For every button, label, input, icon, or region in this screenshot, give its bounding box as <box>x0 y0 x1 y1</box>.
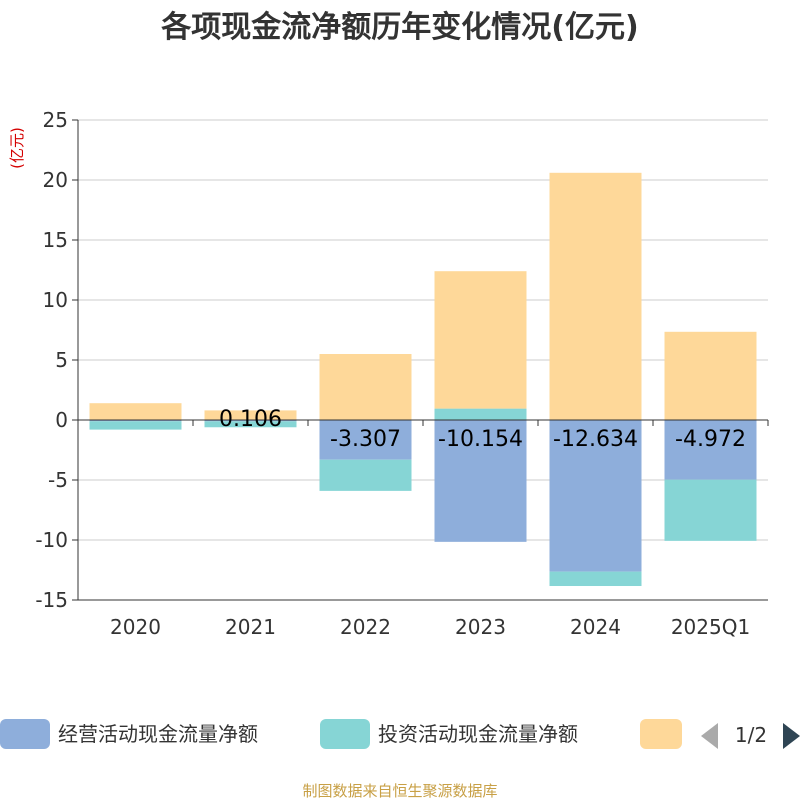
legend-prev-page-icon[interactable] <box>701 723 718 749</box>
grid <box>78 119 768 601</box>
data-label: -10.154 <box>438 427 523 452</box>
y-tick-label: 20 <box>43 168 68 192</box>
bar-segment <box>204 420 297 422</box>
y-tick-label: 25 <box>43 108 68 132</box>
data-label: -12.634 <box>553 427 638 452</box>
y-tick-label: 5 <box>55 348 68 372</box>
bar-segment <box>549 571 642 587</box>
data-label: -4.972 <box>675 427 746 452</box>
bar-segment <box>89 421 182 430</box>
bar-segment <box>89 420 182 422</box>
bar-segment <box>89 403 182 420</box>
bar-segment <box>549 172 642 420</box>
bar-segment <box>319 354 412 420</box>
legend: 经营活动现金流量净额 投资活动现金流量净额 1/2 <box>0 719 800 749</box>
y-tick-label: 0 <box>55 408 68 432</box>
x-tick-label: 2024 <box>570 615 621 639</box>
bar-segment <box>434 271 527 409</box>
y-unit-label: (亿元) <box>8 127 26 169</box>
x-tick-label: 2020 <box>110 615 161 639</box>
data-label: -3.307 <box>330 427 401 452</box>
data-label: 0.106 <box>219 407 282 432</box>
x-tick-label: 2023 <box>455 615 506 639</box>
bar-segment <box>319 459 412 491</box>
bar-segment <box>204 410 297 420</box>
bar-segment <box>434 420 527 542</box>
data-labels: -3.307 -10.154 -12.634 -4.972 0.106 <box>219 407 746 452</box>
legend-swatch-investing[interactable] <box>320 719 370 749</box>
x-tick-label: 2022 <box>340 615 391 639</box>
legend-page-indicator: 1/2 <box>735 723 767 747</box>
bar-segment <box>319 420 412 460</box>
chart-title: 各项现金流净额历年变化情况(亿元) <box>160 10 638 45</box>
bar-segment <box>204 421 297 428</box>
bar-segment <box>549 420 642 572</box>
data-source: 制图数据来自恒生聚源数据库 <box>302 782 497 800</box>
legend-next-page-icon[interactable] <box>783 723 800 749</box>
y-tick-label: -5 <box>48 468 68 492</box>
bar-segment <box>664 331 757 420</box>
y-tick-label: 15 <box>43 228 68 252</box>
legend-swatch-financing[interactable] <box>640 719 682 749</box>
legend-label-investing[interactable]: 投资活动现金流量净额 <box>378 722 578 746</box>
x-tick-label: 2025Q1 <box>671 615 750 639</box>
y-tick-label: -15 <box>35 588 68 612</box>
bar-segment <box>664 420 757 480</box>
x-tick-label: 2021 <box>225 615 276 639</box>
y-tick-label: 10 <box>43 288 68 312</box>
legend-label-operating[interactable]: 经营活动现金流量净额 <box>58 722 258 746</box>
bars <box>89 172 757 587</box>
y-tick-label: -10 <box>35 528 68 552</box>
bar-segment <box>434 408 527 420</box>
axes: 25 20 15 10 5 0 -5 -10 -15 2020 2021 2022 2023 2024 20… <box>35 108 769 639</box>
legend-swatch-operating[interactable] <box>0 719 50 749</box>
bar-segment <box>664 479 757 541</box>
